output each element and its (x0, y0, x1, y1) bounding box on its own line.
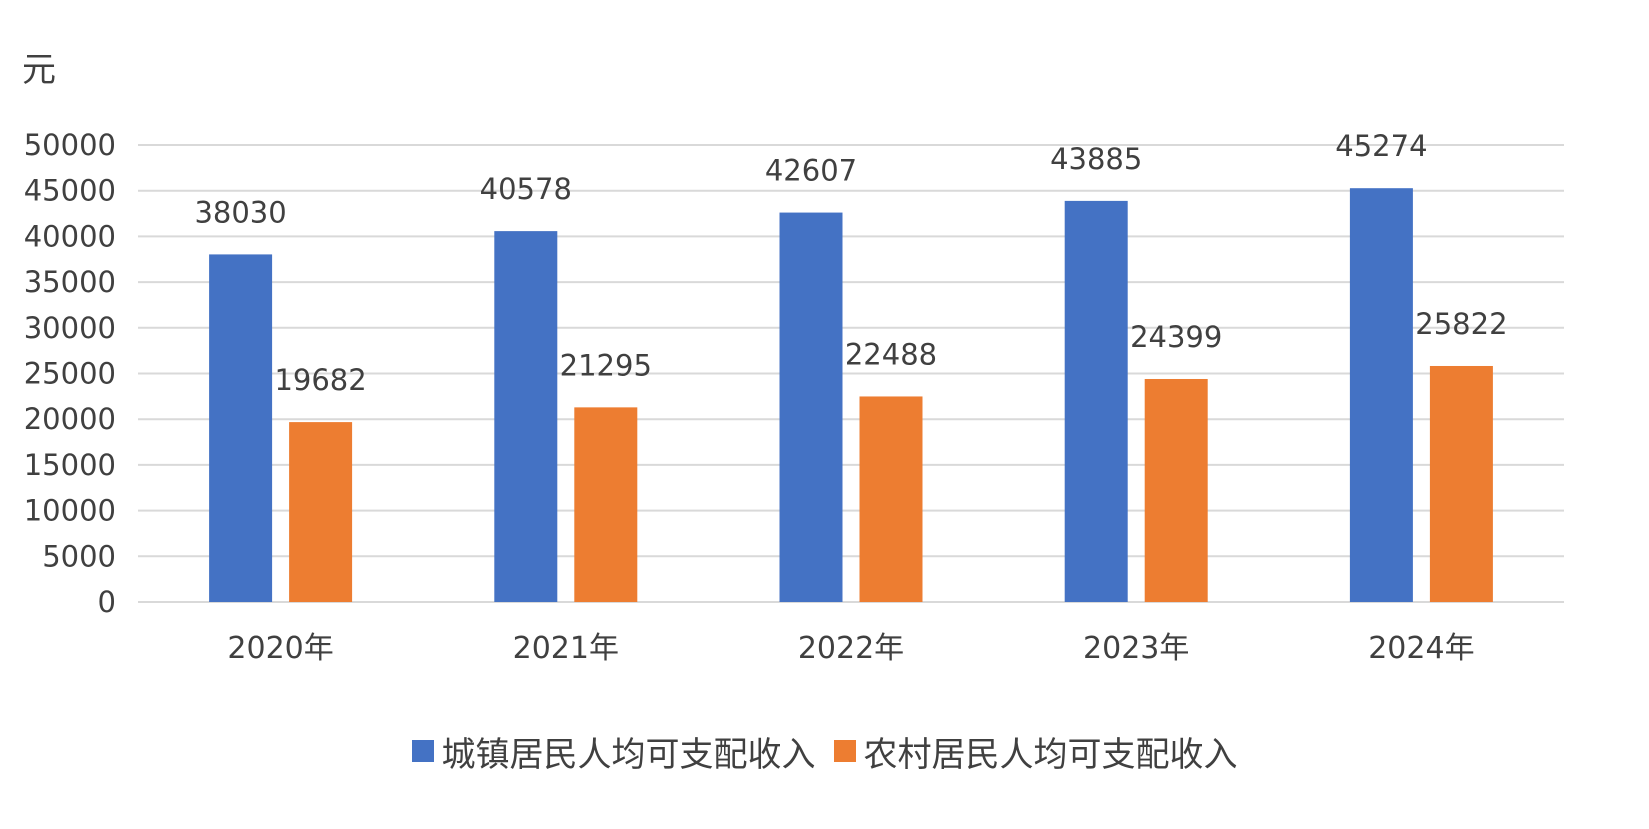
bar-urban[interactable] (209, 254, 273, 602)
bar-rural[interactable] (574, 407, 638, 602)
legend-label-rural: 农村居民人均可支配收入 (863, 734, 1238, 775)
y-tick-label: 30000 (24, 311, 116, 345)
data-label: 25822 (1415, 307, 1507, 341)
bar-rural[interactable] (1144, 378, 1208, 602)
y-tick-label: 50000 (24, 128, 116, 162)
x-tick-label: 2020年 (227, 631, 333, 666)
bar-rural[interactable] (1429, 365, 1493, 602)
legend-swatch-rural (833, 740, 856, 762)
data-label: 43885 (1050, 142, 1142, 176)
data-labels: 38030 19682 40578 21295 42607 22488 43885 24399… (194, 129, 1507, 397)
bar-urban[interactable] (494, 231, 558, 603)
bar-urban[interactable] (779, 212, 843, 602)
y-tick-label: 15000 (24, 448, 116, 482)
x-tick-label: 2021年 (513, 631, 619, 666)
y-tick-label: 45000 (24, 174, 116, 208)
y-tick-label: 10000 (24, 494, 116, 528)
legend-item-urban[interactable]: 城镇居民人均可支配收入 (411, 727, 816, 776)
y-tick-label: 20000 (24, 402, 116, 436)
data-label: 19682 (274, 363, 366, 397)
bar-rural[interactable] (289, 422, 353, 602)
legend-swatch-urban (411, 740, 434, 762)
y-tick-label: 35000 (24, 265, 116, 299)
y-tick-label: 5000 (42, 539, 116, 573)
legend-label-urban: 城镇居民人均可支配收入 (441, 734, 816, 775)
x-tick-label: 2024年 (1368, 631, 1474, 666)
y-axis-ticks: 0 5000 10000 15000 20000 25000 30000 35000 40000… (24, 128, 116, 619)
data-label: 21295 (560, 348, 652, 382)
y-tick-label: 0 (98, 585, 116, 619)
legend: 城镇居民人均可支配收入 农村居民人均可支配收入 (0, 726, 1649, 776)
y-tick-label: 25000 (24, 357, 116, 391)
data-label: 42607 (765, 154, 857, 188)
bar-urban[interactable] (1349, 188, 1413, 603)
bar-urban[interactable] (1064, 200, 1128, 602)
data-label: 38030 (194, 195, 286, 229)
x-axis-ticks: 2020年 2021年 2022年 2023年 2024年 (227, 631, 1474, 666)
x-tick-label: 2023年 (1083, 631, 1189, 666)
y-tick-label: 40000 (24, 219, 116, 253)
data-label: 22488 (845, 337, 937, 371)
x-tick-label: 2022年 (798, 631, 904, 666)
data-label: 45274 (1335, 129, 1427, 163)
gridlines (138, 144, 1564, 603)
bar-rural[interactable] (859, 396, 923, 602)
y-axis-unit-label: 元 (22, 50, 56, 90)
legend-item-rural[interactable]: 农村居民人均可支配收入 (833, 727, 1238, 776)
bars (209, 188, 1493, 603)
data-label: 24399 (1130, 320, 1222, 354)
data-label: 40578 (480, 172, 572, 206)
